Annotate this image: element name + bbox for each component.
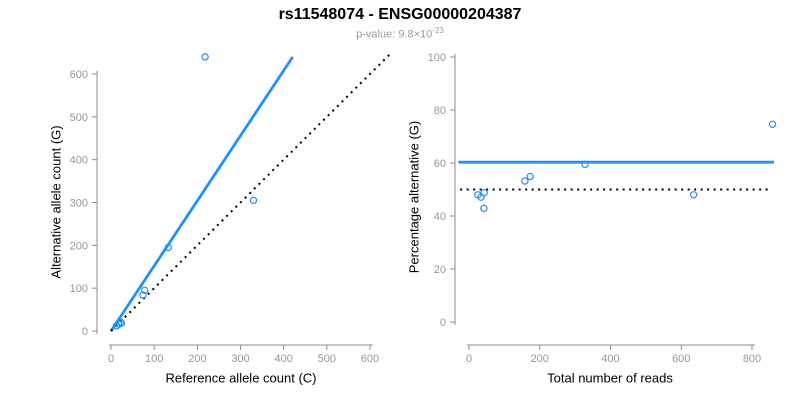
data-point xyxy=(201,53,209,61)
data-point xyxy=(768,120,777,129)
x-tick-label: 200 xyxy=(188,353,206,365)
y-tick-label: 600 xyxy=(70,69,88,81)
identity-line xyxy=(110,52,392,332)
y-tick-label: 100 xyxy=(428,52,446,64)
x-tick-label: 100 xyxy=(145,353,163,365)
data-point xyxy=(139,291,147,299)
data-point xyxy=(480,188,488,197)
data-point xyxy=(140,286,149,295)
x-tick-label: 0 xyxy=(108,353,114,365)
y-tick-label: 80 xyxy=(434,105,446,117)
right-y-axis-label: Percentage alternative (G) xyxy=(406,120,422,274)
data-point xyxy=(164,243,173,252)
y-tick-label: 40 xyxy=(434,211,446,223)
left-x-axis-label: Reference allele count (C) xyxy=(165,370,317,386)
y-tick-label: 0 xyxy=(82,326,88,338)
data-point xyxy=(116,318,125,326)
y-tick-label: 200 xyxy=(70,240,88,252)
right-x-axis-label: Total number of reads xyxy=(547,370,673,386)
figure-title: rs11548074 - ENSG00000204387 xyxy=(278,6,522,23)
data-point xyxy=(526,172,534,181)
pvalue-subtitle: p-value: 9.8×10-23 xyxy=(0,26,800,41)
y-tick-label: 500 xyxy=(70,112,88,124)
data-point xyxy=(581,160,589,169)
y-tick-label: 20 xyxy=(434,264,446,276)
y-tick-label: 100 xyxy=(70,283,88,295)
pvalue-text: p-value: 9.8×10 xyxy=(356,28,433,41)
data-point xyxy=(480,204,488,213)
x-tick-label: 400 xyxy=(601,353,619,365)
data-point xyxy=(117,319,126,327)
data-point xyxy=(249,196,258,205)
data-point xyxy=(521,177,529,185)
x-tick-label: 800 xyxy=(743,353,761,365)
x-tick-label: 600 xyxy=(361,353,379,365)
y-tick-label: 300 xyxy=(70,198,88,210)
y-tick-label: 400 xyxy=(70,155,88,167)
left-y-axis-label: Alternative allele count (G) xyxy=(48,125,64,279)
y-tick-label: 60 xyxy=(434,158,446,170)
x-tick-label: 200 xyxy=(531,353,549,365)
y-tick-label: 0 xyxy=(440,317,446,329)
x-tick-label: 500 xyxy=(318,353,336,365)
data-point xyxy=(689,191,698,199)
x-tick-label: 600 xyxy=(672,353,690,365)
x-tick-label: 400 xyxy=(274,353,292,365)
pvalue-exponent: -23 xyxy=(432,26,444,35)
x-tick-label: 0 xyxy=(466,353,472,365)
x-tick-label: 300 xyxy=(231,353,249,365)
fit-line xyxy=(109,56,294,332)
